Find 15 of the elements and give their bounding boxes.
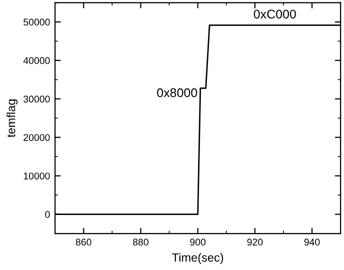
- x-tick-label: 860: [76, 238, 92, 246]
- x-tick-label: 900: [190, 238, 206, 246]
- annotation: 0xC000: [254, 10, 296, 19]
- y-tick-label: 10000: [24, 172, 50, 180]
- y-tick-label: 0: [45, 211, 50, 218]
- y-tick-label: 30000: [24, 96, 50, 103]
- y-tick-label: 20000: [24, 134, 50, 141]
- x-tick-label: 920: [247, 238, 263, 246]
- x-tick-label: 880: [133, 238, 148, 246]
- x-axis-title: Time(sec): [172, 253, 224, 264]
- x-tick-label: 940: [304, 238, 320, 246]
- y-tick-label: 40000: [23, 57, 50, 64]
- annotation: 0x8000: [157, 88, 198, 98]
- y-tick-label: 50000: [24, 18, 50, 26]
- y-axis-title: temflag: [6, 100, 18, 138]
